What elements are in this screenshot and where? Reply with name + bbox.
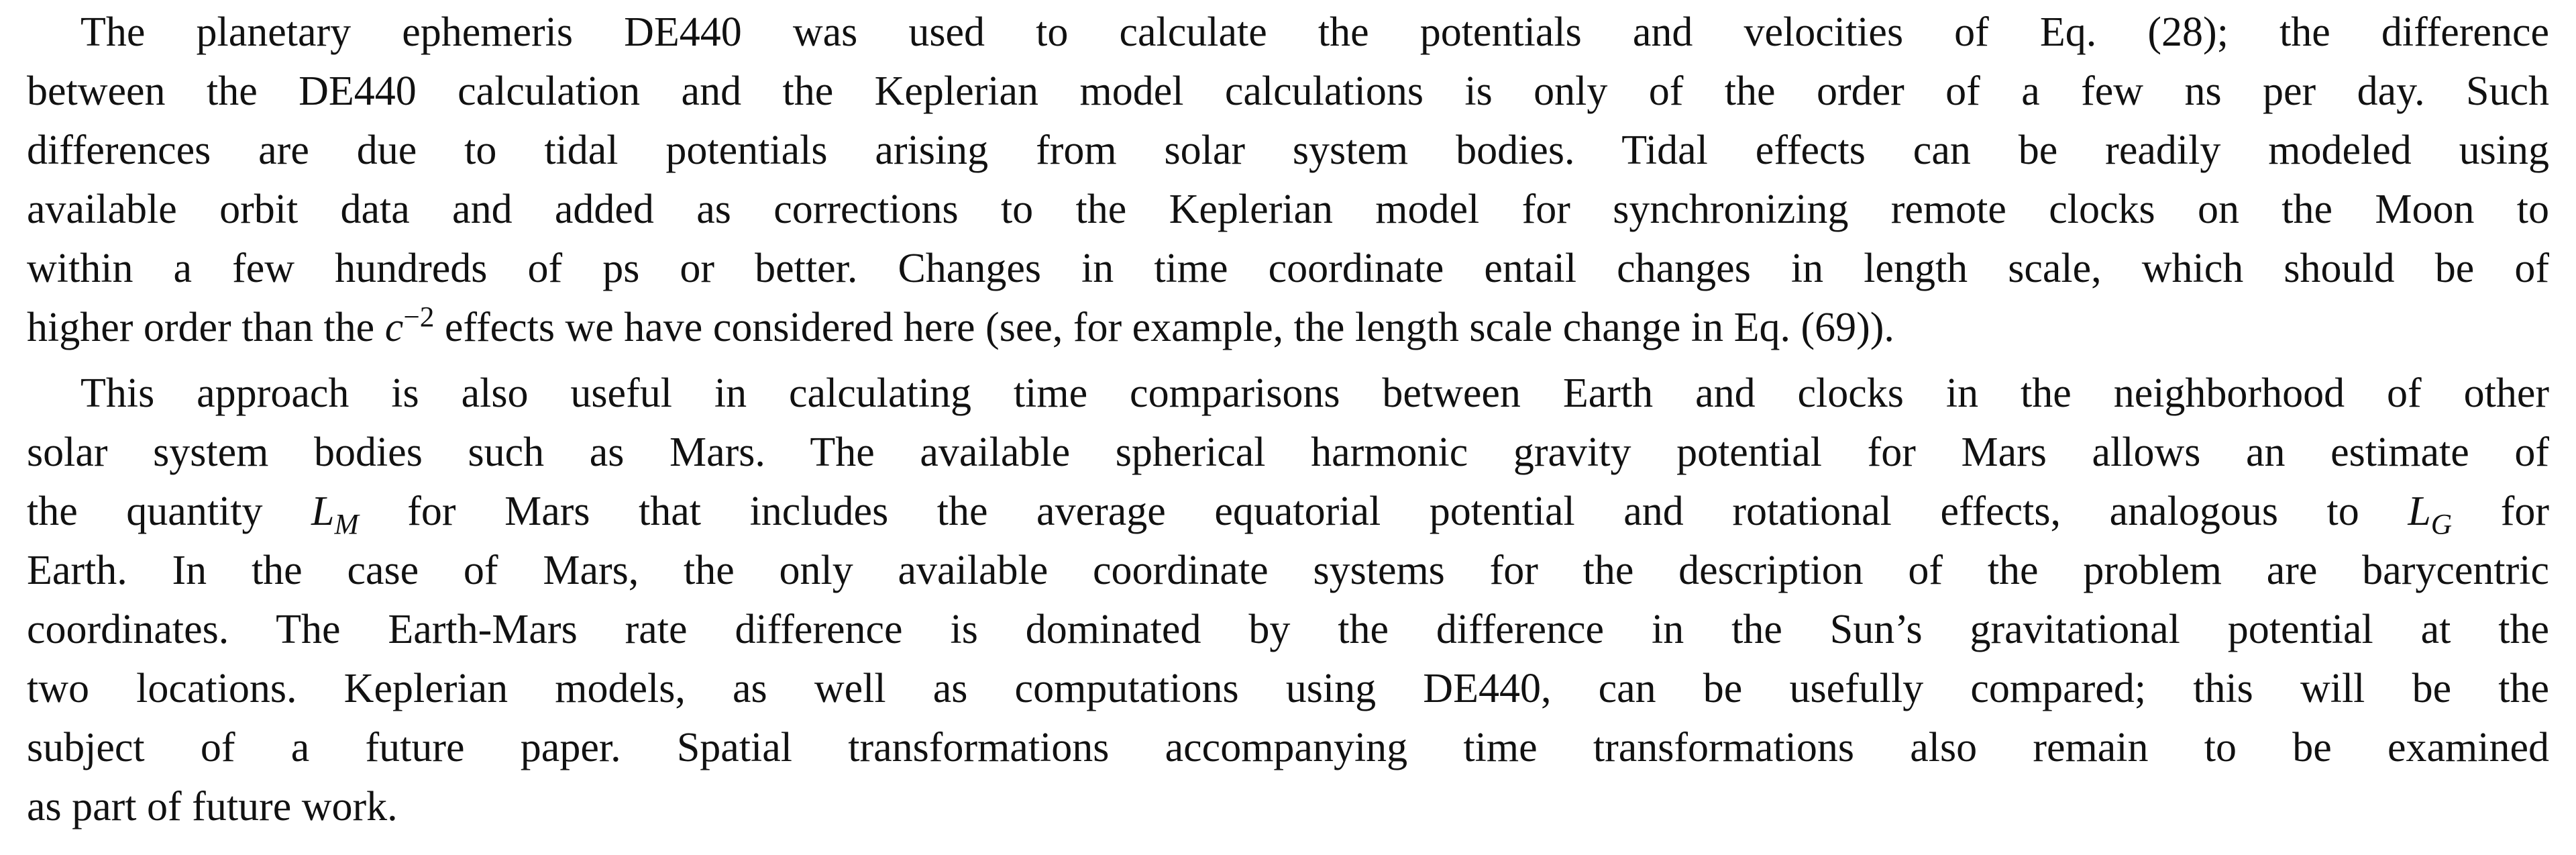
paragraph: The planetary ephemeris DE440 was used t… xyxy=(27,3,2549,357)
text-line: two locations. Keplerian models, as well… xyxy=(27,659,2549,718)
math-subscript: M xyxy=(334,508,359,541)
math: c−2 xyxy=(384,303,435,350)
text-line: as part of future work. xyxy=(27,777,2549,836)
text-segment: between the DE440 calculation and the Ke… xyxy=(27,68,2549,114)
text-segment: available orbit data and added as correc… xyxy=(27,187,2549,232)
text-segment: The planetary ephemeris DE440 was used t… xyxy=(80,9,2549,55)
text-segment: for xyxy=(2452,489,2549,534)
text-line: coordinates. The Earth-Mars rate differe… xyxy=(27,600,2549,659)
math-variable: L xyxy=(2408,489,2431,534)
math-variable: c xyxy=(384,305,404,350)
text-line: This approach is also useful in calculat… xyxy=(27,364,2549,423)
text-segment: as part of future work. xyxy=(27,784,398,829)
text-segment: This approach is also useful in calculat… xyxy=(80,370,2549,416)
text-line: within a few hundreds of ps or better. C… xyxy=(27,239,2549,298)
text-line: between the DE440 calculation and the Ke… xyxy=(27,62,2549,121)
text-segment: subject of a future paper. Spatial trans… xyxy=(27,725,2549,770)
text-segment: within a few hundreds of ps or better. C… xyxy=(27,246,2549,291)
math: LG xyxy=(2408,489,2452,539)
text-segment: solar system bodies such as Mars. The av… xyxy=(27,430,2549,475)
text-segment: the quantity xyxy=(27,489,312,534)
text-line: The planetary ephemeris DE440 was used t… xyxy=(27,3,2549,62)
paragraph: This approach is also useful in calculat… xyxy=(27,364,2549,836)
text-line: differences are due to tidal potentials … xyxy=(27,121,2549,180)
text-line: available orbit data and added as correc… xyxy=(27,180,2549,239)
math-superscript: −2 xyxy=(403,301,435,334)
math-variable: L xyxy=(311,489,335,534)
text-line: higher order than the c−2 effects we hav… xyxy=(27,298,2549,357)
text-segment: higher order than the xyxy=(27,305,385,350)
text-line: Earth. In the case of Mars, the only ava… xyxy=(27,541,2549,600)
text-line: subject of a future paper. Spatial trans… xyxy=(27,718,2549,777)
text-segment: for Mars that includes the average equat… xyxy=(358,489,2408,534)
text-segment: two locations. Keplerian models, as well… xyxy=(27,666,2549,711)
text-line: the quantity LM for Mars that includes t… xyxy=(27,482,2549,541)
math-subscript: G xyxy=(2430,508,2453,541)
text-segment: coordinates. The Earth-Mars rate differe… xyxy=(27,607,2549,652)
text-segment: differences are due to tidal potentials … xyxy=(27,128,2549,173)
text-segment: effects we have considered here (see, fo… xyxy=(434,305,1894,350)
math: LM xyxy=(311,489,359,539)
text-segment: Earth. In the case of Mars, the only ava… xyxy=(27,548,2549,593)
text-line: solar system bodies such as Mars. The av… xyxy=(27,423,2549,482)
